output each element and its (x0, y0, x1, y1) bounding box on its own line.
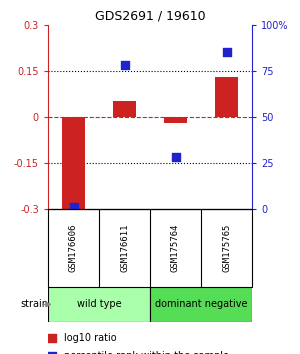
Title: GDS2691 / 19610: GDS2691 / 19610 (95, 9, 205, 22)
Text: wild type: wild type (77, 299, 121, 309)
Text: GSM176606: GSM176606 (69, 224, 78, 272)
Bar (113, 102, 136, 117)
Point (122, 62, 127, 68)
Point (224, 50, 229, 55)
Point (71, 204, 76, 210)
Text: dominant negative: dominant negative (155, 299, 247, 309)
Bar (62, 117, 85, 209)
Text: strain: strain (20, 299, 48, 309)
Point (50, 353, 55, 354)
Point (50, 335, 55, 341)
Text: GSM175764: GSM175764 (171, 224, 180, 272)
Bar (48, 287, 150, 322)
Bar (215, 77, 238, 117)
Text: log10 ratio: log10 ratio (64, 333, 117, 343)
Bar (150, 287, 252, 322)
Bar (164, 117, 187, 123)
Text: percentile rank within the sample: percentile rank within the sample (64, 351, 229, 354)
Text: GSM175765: GSM175765 (222, 224, 231, 272)
Point (173, 154, 178, 160)
Text: GSM176611: GSM176611 (120, 224, 129, 272)
